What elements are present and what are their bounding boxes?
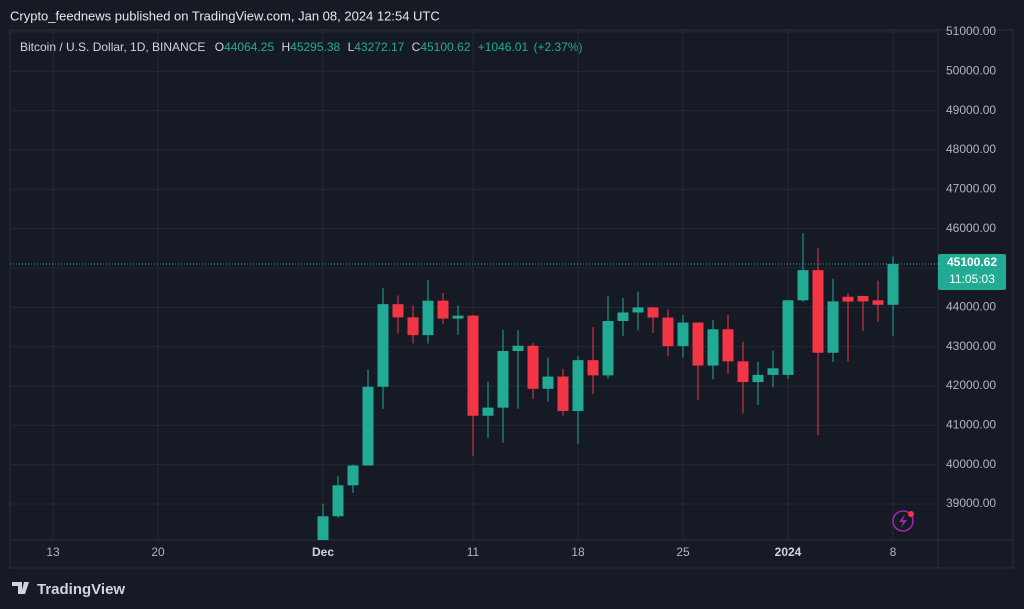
- candle-body: [392, 304, 404, 318]
- candle-body: [452, 315, 464, 319]
- candle-body: [677, 322, 689, 347]
- page-header: Crypto_feednews published on TradingView…: [10, 8, 440, 23]
- candle-body: [857, 295, 869, 302]
- x-tick-label: 2024: [775, 545, 802, 559]
- candle-body: [467, 315, 479, 416]
- x-tick-label: 18: [571, 545, 585, 559]
- candle-body: [722, 329, 734, 362]
- candle-body: [872, 300, 884, 305]
- candle-body: [587, 360, 599, 376]
- countdown-label: 11:05:03: [949, 272, 995, 286]
- candle-body: [617, 312, 629, 322]
- symbol: Bitcoin / U.S. Dollar, 1D, BINANCE: [20, 40, 205, 54]
- x-tick-label: 20: [151, 545, 165, 559]
- candle-body: [647, 307, 659, 318]
- candle-body: [602, 321, 614, 376]
- candle-body: [692, 322, 704, 366]
- candle-body: [632, 307, 644, 313]
- y-tick-label: 41000.00: [946, 418, 996, 432]
- legend: Bitcoin / U.S. Dollar, 1D, BINANCE O4406…: [20, 40, 583, 54]
- x-tick-label: 25: [676, 545, 690, 559]
- last-price-box: [938, 254, 1006, 291]
- y-tick-label: 48000.00: [946, 142, 996, 156]
- candle-body: [422, 300, 434, 336]
- candle-body: [497, 350, 509, 408]
- high-value: 45295.38: [290, 40, 340, 54]
- low-label: L: [348, 40, 355, 54]
- y-tick-label: 40000.00: [946, 457, 996, 471]
- candle-body: [317, 516, 329, 540]
- logo: TradingView: [12, 581, 125, 598]
- candle-body: [542, 376, 554, 389]
- change: +1046.01: [478, 40, 529, 54]
- candle-body: [527, 345, 539, 389]
- candle-body: [752, 374, 764, 383]
- logo-text: TradingView: [37, 581, 125, 598]
- candle-body: [407, 317, 419, 336]
- alert-icon[interactable]: [892, 510, 914, 532]
- high-label: H: [281, 40, 290, 54]
- candle-body: [812, 270, 824, 353]
- last-price-label: 45100.62: [947, 255, 997, 269]
- candle-body: [782, 300, 794, 375]
- close-label: C: [412, 40, 421, 54]
- candle-body: [842, 296, 854, 302]
- y-tick-label: 49000.00: [946, 103, 996, 117]
- candle-body: [347, 465, 359, 486]
- y-tick-label: 47000.00: [946, 182, 996, 196]
- candle-body: [707, 329, 719, 366]
- candle-body: [482, 407, 494, 416]
- candle-body: [767, 368, 779, 375]
- candle-body: [557, 376, 569, 411]
- y-tick-label: 44000.00: [946, 300, 996, 314]
- x-tick-label: 8: [890, 545, 897, 559]
- candle-body: [572, 360, 584, 411]
- y-tick-label: 43000.00: [946, 339, 996, 353]
- candle-body: [887, 264, 899, 305]
- x-tick-label: Dec: [312, 545, 334, 559]
- x-tick-label: 13: [46, 545, 60, 559]
- y-tick-label: 46000.00: [946, 221, 996, 235]
- candle-body: [362, 386, 374, 466]
- change-percent: (+2.37%): [533, 40, 582, 54]
- candle-body: [827, 301, 839, 353]
- candle-body: [512, 345, 524, 351]
- candle-body: [797, 270, 809, 301]
- candle-body: [377, 304, 389, 387]
- x-tick-label: 11: [467, 545, 480, 559]
- y-tick-label: 42000.00: [946, 378, 996, 392]
- low-value: 43272.17: [354, 40, 404, 54]
- candle-body: [662, 317, 674, 347]
- open-value: 44064.25: [224, 40, 274, 54]
- candle-body: [332, 485, 344, 517]
- open-label: O: [215, 40, 224, 54]
- y-tick-label: 51000.00: [946, 24, 996, 38]
- candle-body: [737, 361, 749, 383]
- close-value: 45100.62: [420, 40, 470, 54]
- candle-body: [437, 300, 449, 319]
- y-tick-label: 50000.00: [946, 64, 996, 78]
- y-tick-label: 39000.00: [946, 496, 996, 510]
